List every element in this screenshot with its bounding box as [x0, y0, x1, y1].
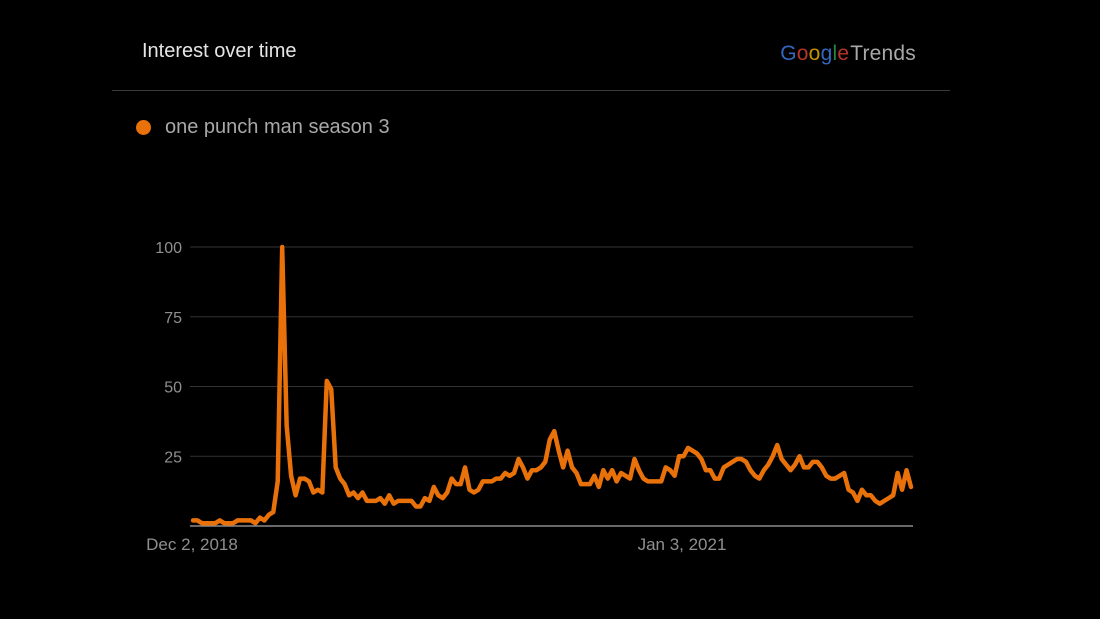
grid-lines: [190, 246, 913, 457]
x-tick-label: Dec 2, 2018: [146, 535, 238, 554]
x-tick-label: Jan 3, 2021: [638, 535, 727, 554]
x-axis-labels: Dec 2, 2018 Jan 3, 2021: [146, 535, 726, 554]
y-tick-label: 75: [164, 310, 182, 327]
y-tick-label: 50: [164, 380, 182, 397]
y-tick-label: 25: [164, 449, 182, 466]
series-layer: [190, 244, 914, 526]
y-axis-labels: 25 50 75 100: [155, 240, 182, 466]
legend[interactable]: one punch man season 3: [136, 116, 390, 139]
chart-title: Interest over time: [142, 40, 297, 62]
header-divider: [112, 90, 950, 91]
series-line-one-punch-man-season-3[interactable]: [190, 244, 914, 526]
trends-wordmark: Trends: [850, 42, 916, 65]
legend-marker: [136, 120, 151, 135]
y-tick-label: 100: [155, 240, 182, 257]
google-wordmark: Google: [780, 42, 850, 65]
chart-card: Interest over time GoogleTrends one punc…: [112, 0, 950, 619]
google-trends-logo[interactable]: GoogleTrends: [780, 42, 916, 66]
legend-label: one punch man season 3: [165, 116, 390, 138]
